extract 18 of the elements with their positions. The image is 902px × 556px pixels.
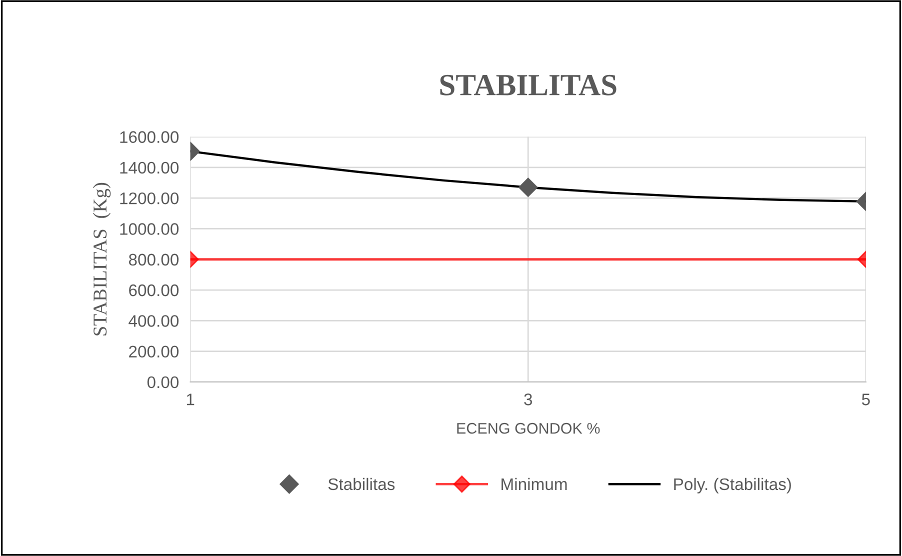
x-axis-title: ECENG GONDOK % bbox=[457, 422, 600, 434]
y-tick-label: 200.00 bbox=[129, 346, 179, 358]
chart-title: STABILITAS bbox=[440, 74, 616, 96]
y-tick-label: 1000.00 bbox=[120, 223, 179, 235]
x-tick-label: 1 bbox=[186, 394, 194, 406]
y-tick-label: 1400.00 bbox=[120, 162, 179, 174]
x-tick-label: 5 bbox=[862, 394, 870, 406]
y-tick-label: 1600.00 bbox=[120, 131, 179, 143]
legend-label: Stabilitas bbox=[328, 478, 395, 490]
y-tick-label: 800.00 bbox=[128, 254, 179, 266]
y-tick-label: 1200.00 bbox=[120, 192, 179, 204]
y-tick-label: 0.00 bbox=[147, 376, 179, 388]
legend-label: Poly. (Stabilitas) bbox=[674, 478, 791, 494]
x-tick-label: 3 bbox=[524, 394, 532, 406]
legend-label: Minimum bbox=[502, 478, 567, 490]
y-tick-label: 400.00 bbox=[128, 315, 179, 327]
y-axis-title: STABILITAS (Kg) bbox=[92, 182, 111, 336]
y-tick-label: 600.00 bbox=[129, 284, 179, 296]
